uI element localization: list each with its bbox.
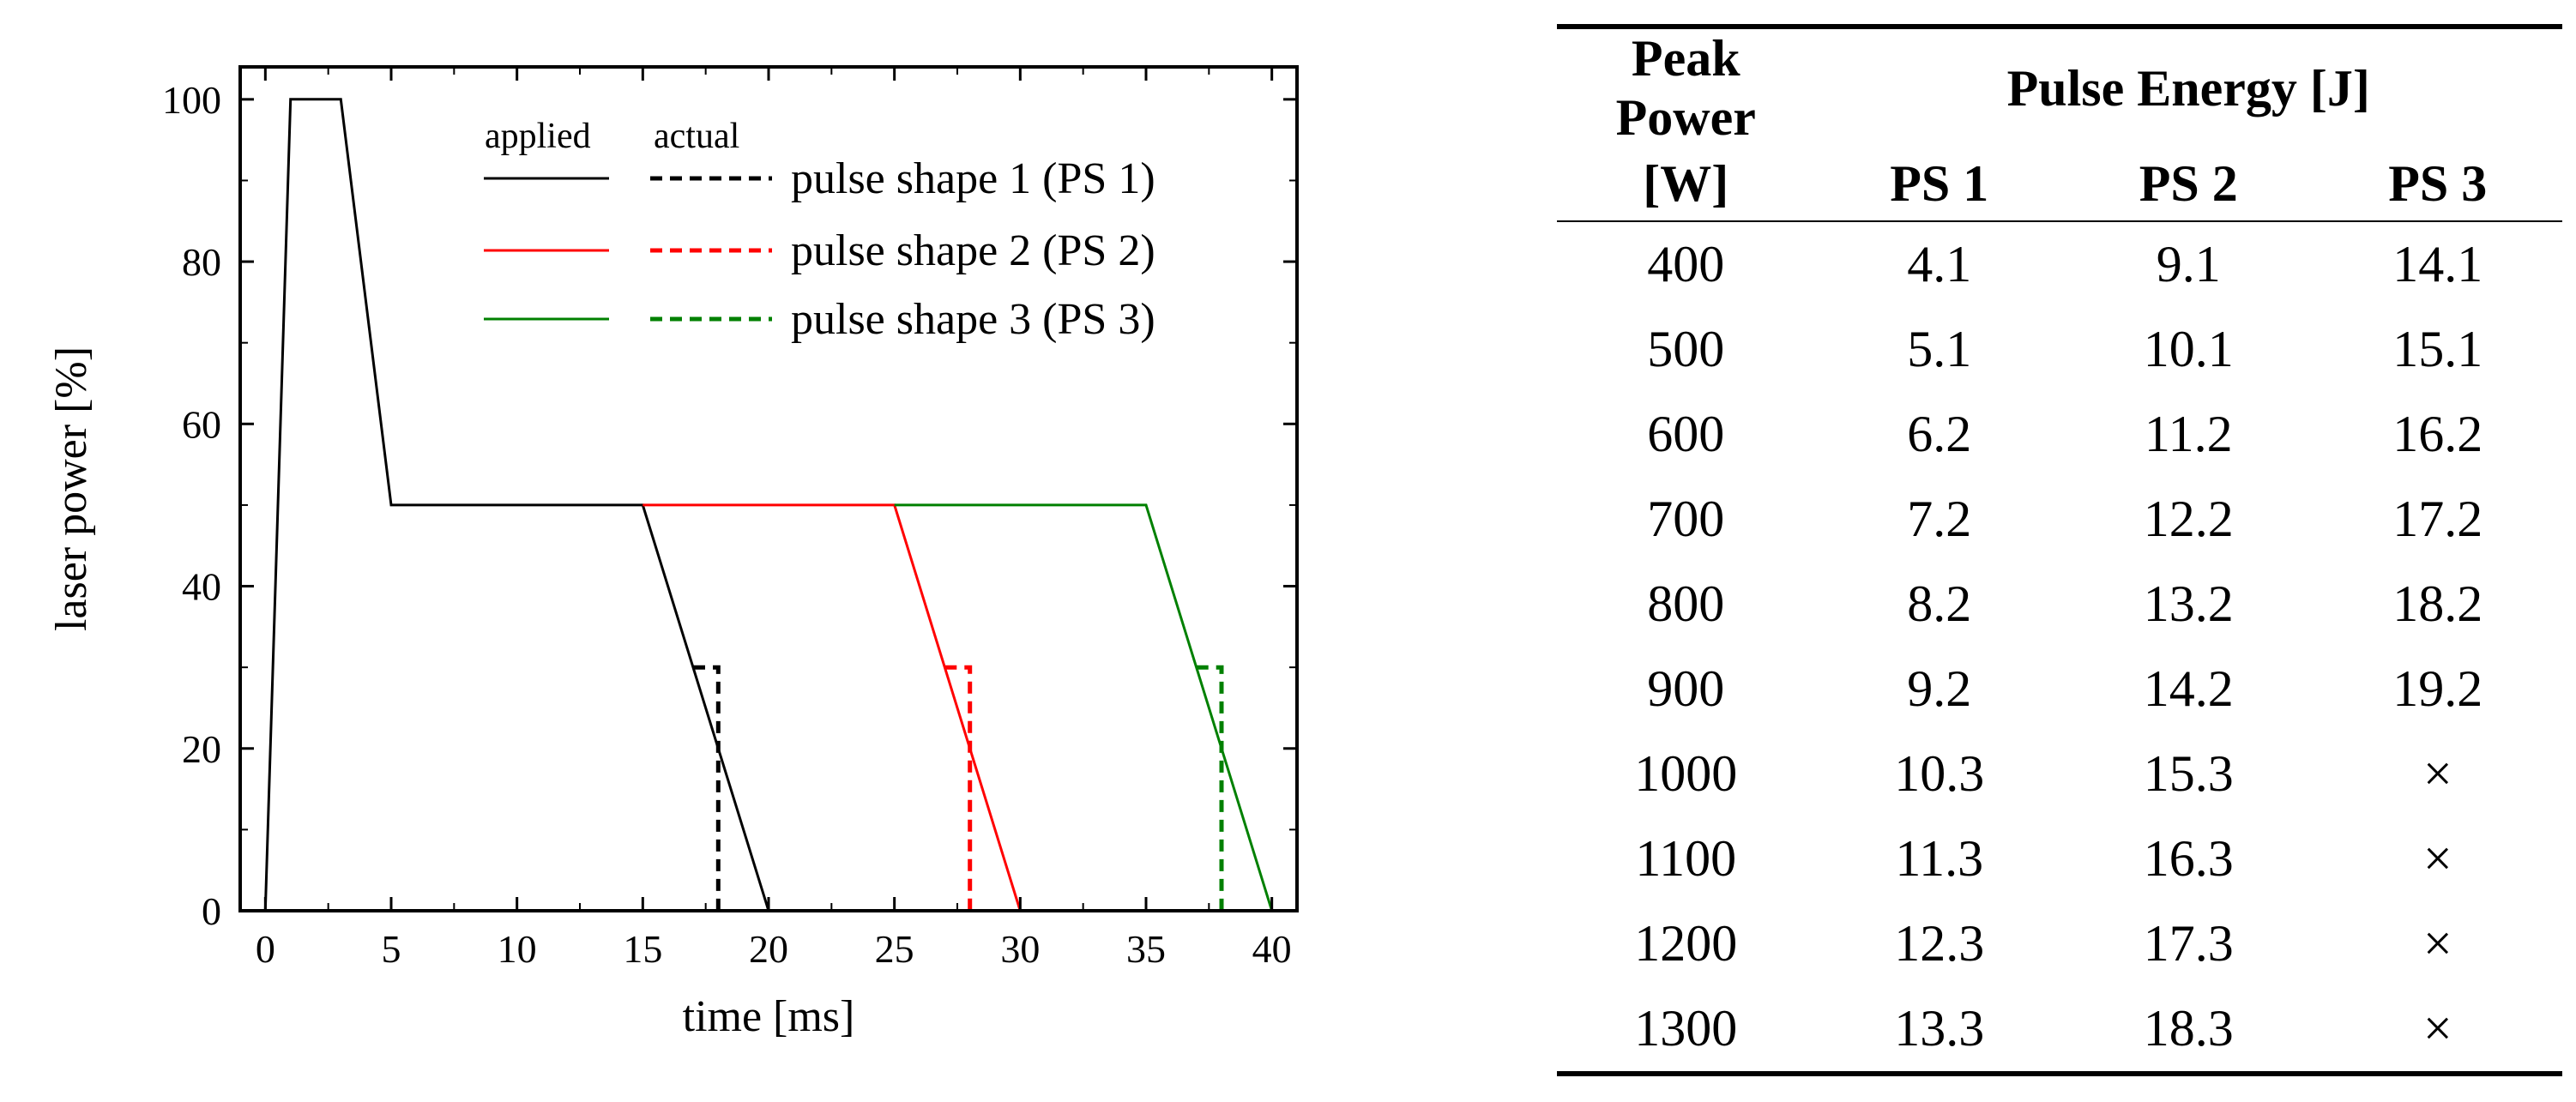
cell-ps3: 16.2 <box>2392 406 2483 462</box>
y-tick-label: 60 <box>182 402 221 446</box>
cell-ps3: 14.1 <box>2392 236 2483 292</box>
x-tick-label: 40 <box>1252 927 1292 971</box>
table-row: 800 8.2 13.2 18.2 <box>1557 562 2562 647</box>
cell-ps1: 11.3 <box>1895 830 1984 887</box>
axis-ticks: 0 5 10 15 20 25 30 35 40 0 20 40 60 80 100 <box>162 67 1297 971</box>
pulse-energy-table-container: Peak Power Pulse Energy [J] [W] PS 1 PS … <box>1557 24 2562 1076</box>
series-layer <box>263 98 1274 912</box>
legend-header-applied: applied <box>485 117 591 156</box>
cell-ps2: 17.3 <box>2143 915 2234 972</box>
cell-ps3: 18.2 <box>2392 575 2483 632</box>
pulse-energy-table: Peak Power Pulse Energy [J] [W] PS 1 PS … <box>1557 24 2562 1076</box>
x-tick-label: 15 <box>623 927 662 971</box>
cell-ps2: 16.3 <box>2143 830 2234 887</box>
table-row: 700 7.2 12.2 17.2 <box>1557 477 2562 562</box>
x-tick-label: 10 <box>498 927 537 971</box>
series-line-4 <box>894 503 1274 912</box>
cell-peak-power: 600 <box>1647 406 1725 462</box>
cell-ps3: 15.1 <box>2392 321 2483 377</box>
y-tick-label: 40 <box>182 565 221 609</box>
cell-ps2: 9.1 <box>2156 236 2221 292</box>
x-tick-label: 0 <box>256 927 275 971</box>
cell-ps1: 4.1 <box>1907 236 1972 292</box>
x-axis-label: time [ms] <box>683 992 855 1041</box>
x-tick-label: 20 <box>749 927 788 971</box>
cell-ps2: 10.1 <box>2143 321 2234 377</box>
cell-peak-power: 700 <box>1647 491 1725 547</box>
legend-label: pulse shape 3 (PS 3) <box>791 295 1155 344</box>
table-header-row-1: Peak Power Pulse Energy [J] <box>1557 27 2562 148</box>
y-tick-label: 0 <box>202 889 221 933</box>
y-tick-label: 20 <box>182 727 221 771</box>
x-tick-label: 25 <box>875 927 914 971</box>
header-ps1: PS 1 <box>1814 148 2064 222</box>
cell-ps2: 14.2 <box>2143 660 2234 717</box>
table-body: 400 4.1 9.1 14.1 500 5.1 10.1 15.1 600 6.2 11.2 16.… <box>1557 221 2562 1076</box>
table-row: 1100 11.3 16.3 × <box>1557 816 2562 901</box>
table-row: 600 6.2 11.2 16.2 <box>1557 392 2562 477</box>
cell-ps2: 15.3 <box>2143 745 2234 802</box>
cell-peak-power: 1000 <box>1634 745 1738 802</box>
cell-peak-power: 800 <box>1647 575 1725 632</box>
cell-ps1: 13.3 <box>1814 986 2064 1076</box>
series-line-2 <box>642 503 1022 912</box>
cell-ps3: × <box>2422 915 2452 972</box>
cell-ps2: 11.2 <box>2144 406 2233 462</box>
cell-ps3: × <box>2422 830 2452 887</box>
table-row: 500 5.1 10.1 15.1 <box>1557 307 2562 392</box>
table-row: 900 9.2 14.2 19.2 <box>1557 647 2562 732</box>
series-line-1 <box>693 665 721 911</box>
series-line-0 <box>263 98 770 912</box>
legend-label: pulse shape 1 (PS 1) <box>791 154 1155 203</box>
table-row: 1200 12.3 17.3 × <box>1557 901 2562 986</box>
table-row: 1000 10.3 15.3 × <box>1557 732 2562 816</box>
cell-ps3: 17.2 <box>2392 491 2483 547</box>
x-tick-label: 30 <box>1000 927 1040 971</box>
cell-peak-power: 400 <box>1647 236 1725 292</box>
table-row: 400 4.1 9.1 14.1 <box>1557 221 2562 307</box>
cell-ps1: 10.3 <box>1894 745 1985 802</box>
cell-peak-power: 1300 <box>1557 986 1815 1076</box>
cell-ps2: 18.3 <box>2063 986 2314 1076</box>
cell-peak-power: 900 <box>1647 660 1725 717</box>
cell-ps1: 8.2 <box>1907 575 1972 632</box>
cell-ps3: × <box>2313 986 2562 1076</box>
header-peak-power: Peak Power <box>1615 30 1756 146</box>
table-row: 1300 13.3 18.3 × <box>1557 986 2562 1076</box>
chart-svg: 0 5 10 15 20 25 30 35 40 0 20 40 60 80 100 time [ms] l… <box>47 65 1299 1041</box>
cell-ps1: 5.1 <box>1907 321 1972 377</box>
cell-peak-power: 1200 <box>1634 915 1738 972</box>
x-tick-label: 35 <box>1126 927 1166 971</box>
cell-ps1: 9.2 <box>1907 660 1972 717</box>
cell-ps2: 12.2 <box>2143 491 2234 547</box>
laser-power-chart: 0 5 10 15 20 25 30 35 40 0 20 40 60 80 100 time [ms] l… <box>47 65 1299 1041</box>
legend-header-actual: actual <box>654 117 739 156</box>
header-ps2: PS 2 <box>2063 148 2314 222</box>
series-line-5 <box>1196 665 1224 911</box>
series-line-3 <box>944 665 973 911</box>
header-watt-unit: [W] <box>1557 148 1815 222</box>
cell-peak-power: 500 <box>1647 321 1725 377</box>
x-tick-label: 5 <box>382 927 401 971</box>
cell-ps1: 7.2 <box>1907 491 1972 547</box>
cell-peak-power: 1100 <box>1635 830 1737 887</box>
y-tick-label: 100 <box>162 78 221 122</box>
cell-ps3: 19.2 <box>2392 660 2483 717</box>
y-axis-label: laser power [%] <box>47 346 96 631</box>
cell-ps1: 6.2 <box>1907 406 1972 462</box>
cell-ps3: × <box>2422 745 2452 802</box>
y-tick-label: 80 <box>182 240 221 284</box>
cell-ps2: 13.2 <box>2143 575 2234 632</box>
header-ps3: PS 3 <box>2313 148 2562 222</box>
legend: applied actual pulse shape 1 (PS 1) pulse… <box>484 117 1155 344</box>
cell-ps1: 12.3 <box>1894 915 1985 972</box>
table-header-row-2: [W] PS 1 PS 2 PS 3 <box>1557 148 2562 222</box>
header-pulse-energy: Pulse Energy [J] <box>2006 59 2370 117</box>
legend-label: pulse shape 2 (PS 2) <box>791 226 1155 275</box>
